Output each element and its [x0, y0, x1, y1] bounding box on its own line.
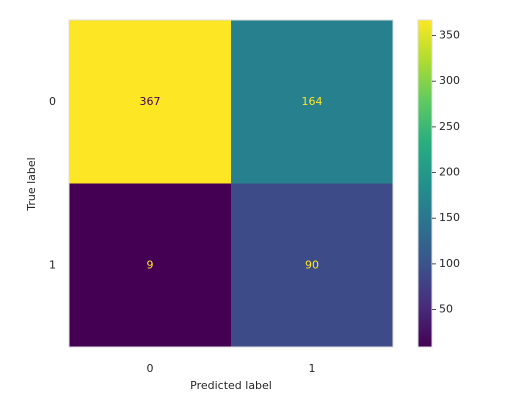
colorbar-tick-label: 300 [439, 74, 460, 87]
plot-frame [68, 19, 394, 348]
colorbar-tick-label: 250 [439, 120, 460, 133]
cell-label: 367 [140, 95, 161, 108]
colorbar-tick-label: 350 [439, 29, 460, 42]
cell [231, 183, 394, 348]
colorbar-tick-label: 100 [439, 257, 460, 270]
cell [69, 183, 232, 348]
x-axis-label: Predicted label [190, 379, 272, 392]
cell [69, 20, 232, 184]
cell [231, 20, 394, 184]
y-tick-label: 1 [49, 258, 56, 271]
cell-label: 9 [147, 258, 154, 271]
colorbar-tick-label: 200 [439, 166, 460, 179]
y-tick-label: 0 [49, 95, 56, 108]
colorbar [417, 19, 433, 348]
y-axis-label: True label [25, 157, 38, 211]
cell-label: 90 [305, 258, 319, 271]
x-tick-label: 1 [309, 362, 316, 375]
colorbar-tick-label: 50 [439, 303, 453, 316]
x-tick-label: 0 [147, 362, 154, 375]
cell-label: 164 [302, 95, 323, 108]
colorbar-tick-label: 150 [439, 211, 460, 224]
